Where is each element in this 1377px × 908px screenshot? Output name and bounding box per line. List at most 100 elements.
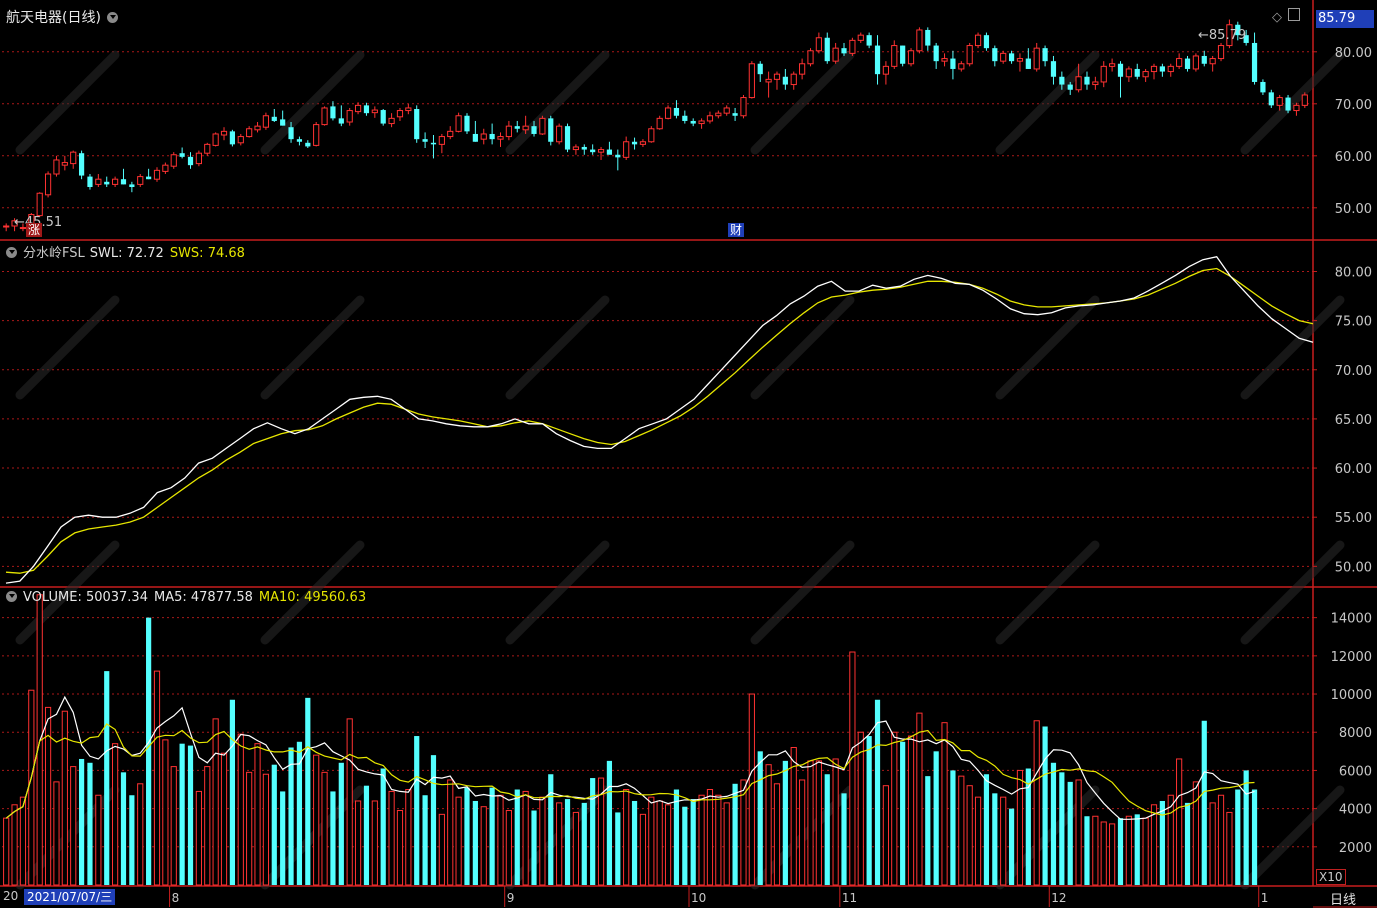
volume-bar xyxy=(748,693,755,886)
dropdown-icon[interactable] xyxy=(106,12,118,23)
candlestick xyxy=(590,144,596,155)
volume-bar xyxy=(950,770,956,885)
candlestick xyxy=(338,105,344,127)
candlestick xyxy=(414,105,420,143)
volume-bar xyxy=(187,745,194,885)
volume-bar xyxy=(305,697,311,885)
finance-badge[interactable]: 财 xyxy=(728,223,745,237)
watermark-stroke xyxy=(15,540,120,645)
candlestick xyxy=(1201,50,1207,67)
volume-bar xyxy=(539,796,546,886)
price-tick-label: 60.00 xyxy=(1335,150,1372,165)
price-tick-label: 80.00 xyxy=(1335,46,1372,61)
volume-tick-label: 8000 xyxy=(1339,726,1372,741)
candlestick xyxy=(146,168,152,180)
volume-bar xyxy=(799,779,806,886)
volume-bar xyxy=(438,813,445,886)
volume-bar xyxy=(472,800,478,885)
candlestick xyxy=(489,123,495,145)
volume-bar xyxy=(87,762,93,885)
watermark-stroke xyxy=(505,50,610,155)
candlestick xyxy=(1092,76,1099,90)
volume-bar xyxy=(489,787,495,885)
candlestick xyxy=(556,123,563,145)
swl-label: SWL: 72.72 xyxy=(89,246,164,261)
volume-bar xyxy=(765,764,772,886)
volume-tick-label: 6000 xyxy=(1339,764,1372,779)
indicator-menu-icon[interactable] xyxy=(6,247,17,258)
volume-bar xyxy=(941,722,948,886)
volume-bar xyxy=(280,791,286,885)
volume-bar xyxy=(1125,815,1132,886)
candlestick xyxy=(455,112,462,133)
volume-bar xyxy=(53,781,60,886)
month-label: 10 xyxy=(691,891,706,905)
candlestick xyxy=(597,146,605,160)
candlestick xyxy=(958,61,965,72)
candlestick xyxy=(857,32,864,43)
volume-bar xyxy=(380,768,386,885)
candlestick xyxy=(648,126,655,143)
candlestick xyxy=(1125,66,1132,82)
window-icon[interactable] xyxy=(1288,8,1300,21)
volume-bar xyxy=(19,796,27,886)
candlestick xyxy=(204,142,211,156)
volume-bar xyxy=(992,793,998,885)
volume-bar xyxy=(682,806,688,885)
volume-bar xyxy=(1167,794,1174,886)
limit-up-badge[interactable]: 涨 xyxy=(26,223,43,237)
candlestick xyxy=(900,45,906,67)
volume-bar xyxy=(414,736,420,885)
volume-bar xyxy=(346,718,353,886)
candlestick xyxy=(1226,19,1233,49)
ma10-line xyxy=(5,723,1255,819)
candlestick xyxy=(363,102,370,116)
candlestick xyxy=(237,133,244,146)
candlestick xyxy=(1176,53,1183,69)
month-label: 12 xyxy=(1051,891,1066,905)
volume-bar xyxy=(648,796,655,886)
candlestick xyxy=(1000,50,1007,64)
volume-tick-label: 4000 xyxy=(1339,803,1372,818)
watermark-stroke xyxy=(505,295,610,400)
candlestick xyxy=(1159,63,1165,77)
volume-bar xyxy=(966,785,973,886)
volume-bar xyxy=(882,785,889,886)
volume-bar xyxy=(631,800,638,885)
volume-bar xyxy=(1217,794,1225,886)
candlestick xyxy=(656,115,663,130)
volume-bar xyxy=(129,795,135,885)
volume-bar xyxy=(531,810,537,885)
volume-bar xyxy=(330,791,336,885)
diamond-icon[interactable]: ◇ xyxy=(1272,10,1282,25)
volume-bar xyxy=(430,755,437,885)
volume-bar xyxy=(841,793,847,885)
volume-bar xyxy=(1150,804,1158,886)
candlestick xyxy=(782,68,788,90)
stock-name: 航天电器(日线) xyxy=(6,10,101,26)
volume-bar xyxy=(354,800,362,886)
volume-bar xyxy=(556,802,563,886)
candlestick xyxy=(313,122,320,147)
volume-bar xyxy=(824,774,830,885)
candlestick xyxy=(690,118,696,127)
toolbar-icons: ◇ xyxy=(1272,8,1306,25)
period-selector[interactable]: 日线 xyxy=(1330,893,1357,908)
volume-bar xyxy=(153,670,161,886)
volume-legend: VOLUME: 50037.34 MA5: 47877.58 MA10: 49560… xyxy=(6,590,372,605)
indicator-legend: 分水岭FSL SWL: 72.72 SWS: 74.68 xyxy=(6,242,251,261)
candlestick xyxy=(212,132,219,147)
volume-menu-icon[interactable] xyxy=(6,591,17,602)
watermark-stroke xyxy=(260,295,365,400)
watermark-stroke xyxy=(260,540,365,645)
volume-bar xyxy=(1243,770,1249,885)
candlestick xyxy=(1117,61,1124,98)
price-tick-label: 50.00 xyxy=(1335,202,1372,217)
candlestick xyxy=(380,109,386,126)
candlestick xyxy=(841,42,847,56)
candlestick-series xyxy=(3,19,1308,232)
candlestick xyxy=(564,123,571,153)
volume-bar xyxy=(606,760,613,885)
volume-bar xyxy=(195,790,202,886)
